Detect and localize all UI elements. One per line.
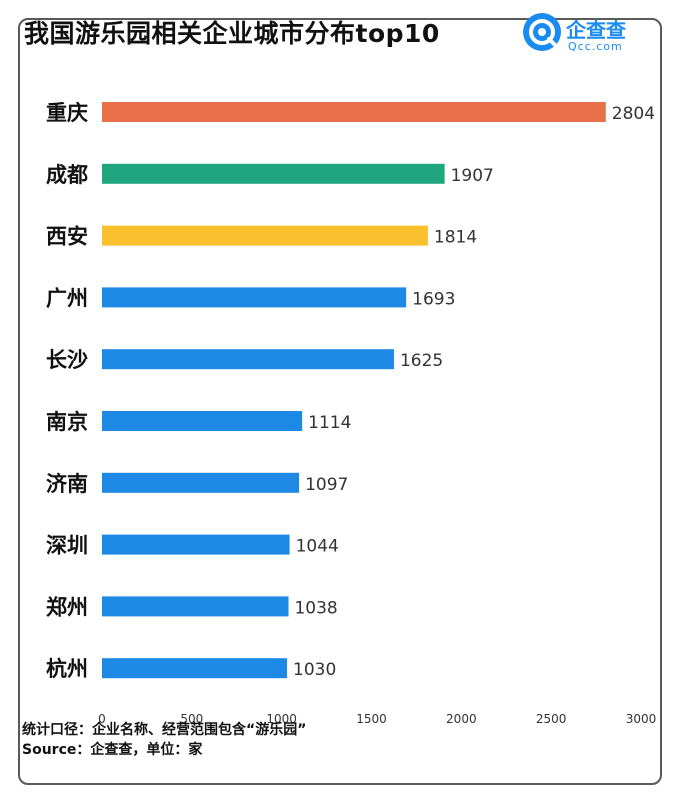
data-label: 1030: [293, 660, 336, 680]
footer-note: 统计口径：企业名称、经营范围包含“游乐园”: [22, 722, 307, 738]
bar: [102, 658, 288, 679]
bar: [102, 534, 290, 555]
category-label: 郑州: [46, 595, 88, 619]
bar: [102, 102, 606, 122]
data-label: 1693: [412, 289, 455, 309]
category-label: 西安: [46, 225, 88, 249]
category-label: 杭州: [46, 657, 88, 681]
bar: [102, 472, 300, 493]
qcc-logo-subtext: Qcc.com: [568, 40, 623, 53]
data-label: 1907: [451, 166, 494, 186]
data-label: 1044: [296, 537, 339, 557]
bar: [102, 287, 407, 308]
x-tick-label: 2500: [536, 712, 567, 726]
bar: [102, 411, 303, 431]
data-label: 2804: [612, 104, 655, 124]
bar: [102, 225, 428, 246]
category-label: 广州: [46, 286, 88, 310]
data-label: 1097: [305, 475, 348, 495]
x-tick-label: 1500: [356, 712, 387, 726]
footer-source: Source：企查查，单位：家: [22, 742, 203, 758]
bar: [102, 596, 289, 617]
bar: [102, 163, 445, 184]
qcc-logo: 企查查 Qcc.com: [520, 10, 638, 62]
category-label: 长沙: [46, 348, 88, 372]
x-tick-label: 2000: [446, 712, 477, 726]
data-label: 1114: [308, 413, 351, 433]
category-label: 重庆: [46, 101, 88, 125]
chart-frame: [18, 18, 662, 785]
data-label: 1625: [400, 351, 443, 371]
x-tick-label: 3000: [626, 712, 657, 726]
x-tick-label: 0: [98, 712, 106, 726]
x-tick-label: 1000: [266, 712, 297, 726]
category-label: 南京: [46, 410, 88, 434]
category-label: 深圳: [46, 534, 88, 558]
chart-title: 我国游乐园相关企业城市分布top10: [24, 19, 440, 48]
category-label: 济南: [46, 472, 88, 496]
data-label: 1814: [434, 228, 477, 248]
data-label: 1038: [294, 598, 337, 618]
x-tick-label: 500: [180, 712, 203, 726]
category-label: 成都: [46, 163, 88, 187]
bar: [102, 349, 394, 370]
footer: 统计口径：企业名称、经营范围包含“游乐园” Source：企查查，单位：家: [22, 720, 306, 760]
qcc-logo-icon: [523, 13, 561, 51]
qcc-logo-text: 企查查: [566, 18, 626, 42]
